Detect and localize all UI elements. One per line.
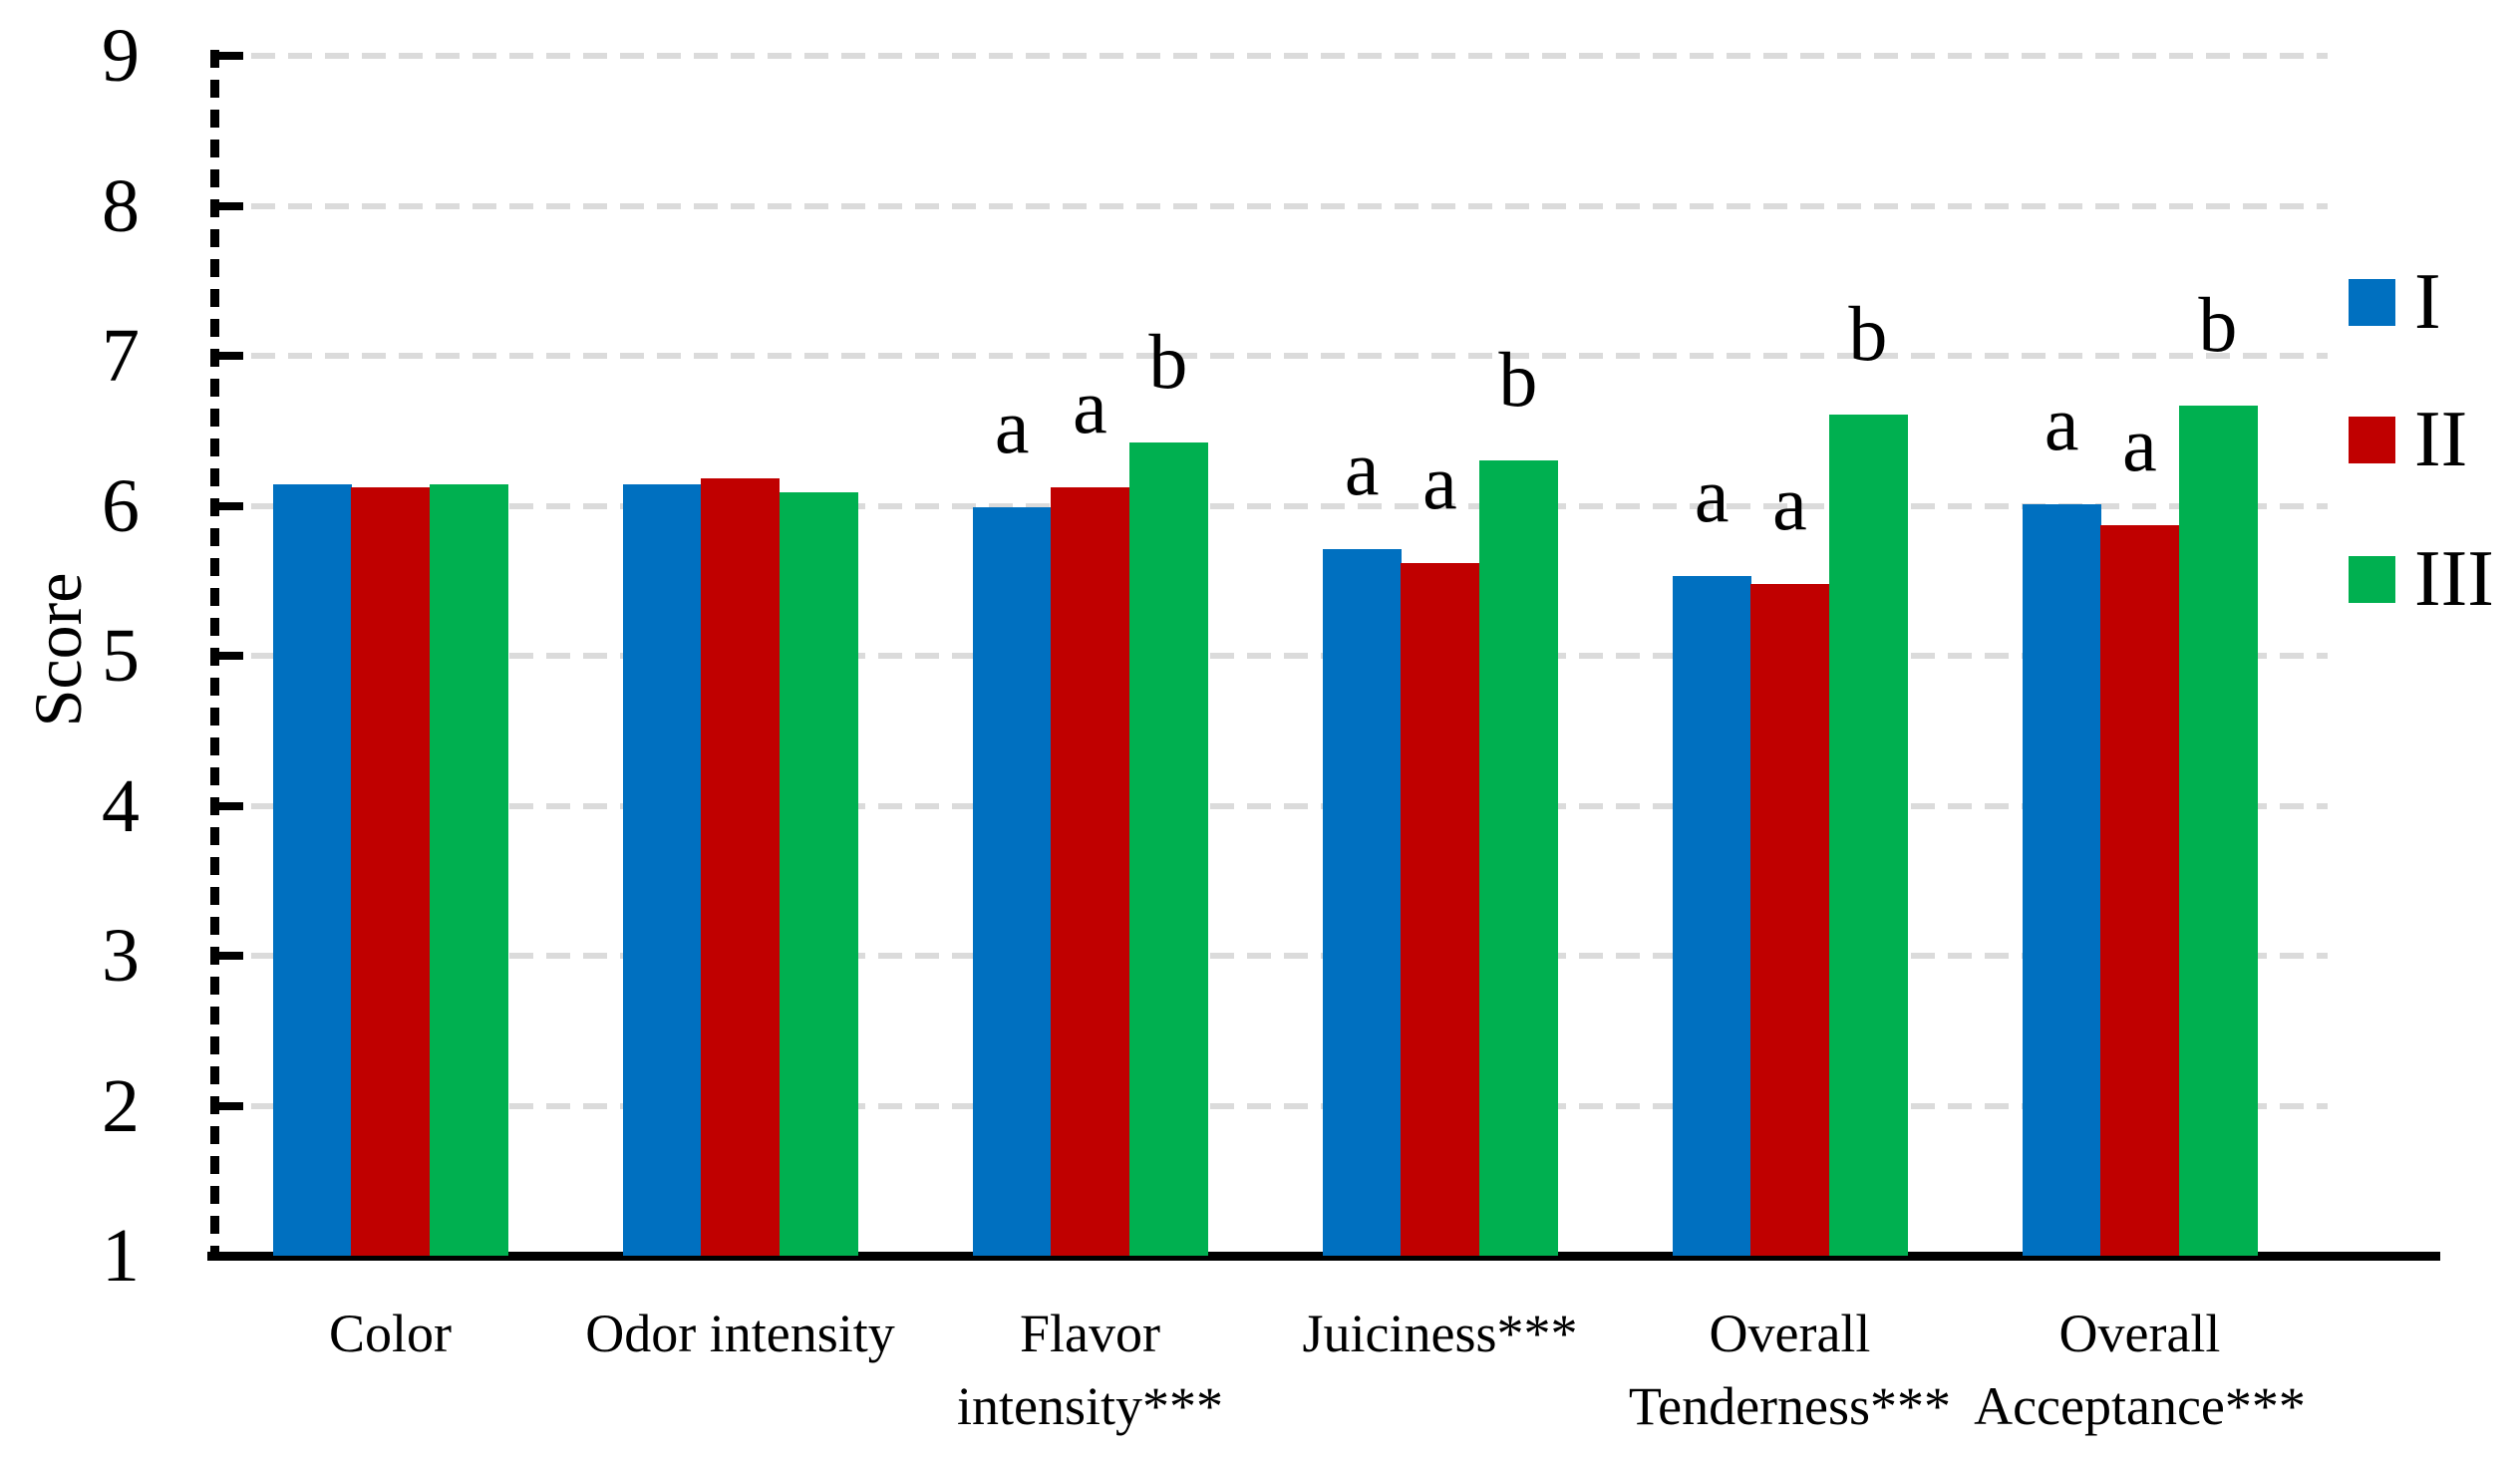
y-tick-7 [214, 352, 243, 360]
bar-II-5 [1750, 583, 1830, 1256]
bar-III-1 [429, 484, 508, 1256]
y-tick-2 [214, 1101, 243, 1110]
x-axis-label-5: Overall Tenderness*** [1595, 1298, 1984, 1443]
x-axis-label-3: Flavor intensity*** [895, 1298, 1284, 1443]
bar-II-6 [2100, 525, 2180, 1256]
x-axis-label-line: Juiciness*** [1302, 1304, 1578, 1363]
legend-swatch-I [2349, 279, 2395, 326]
y-tick-label-4: 4 [102, 763, 140, 848]
gridline-8 [251, 202, 2328, 209]
bar-I-6 [2023, 503, 2102, 1256]
legend-label-II: II [2414, 396, 2468, 483]
sig-letter-I-6: a [2044, 379, 2079, 466]
bar-III-3 [1128, 442, 1208, 1256]
sig-letter-I-3: a [994, 383, 1030, 469]
x-axis-label-line: intensity*** [956, 1376, 1223, 1436]
y-tick-label-6: 6 [102, 463, 140, 548]
sig-letter-III-4: b [1498, 336, 1538, 424]
y-tick-8 [214, 201, 243, 210]
legend-label-I: I [2414, 258, 2441, 346]
bar-I-3 [973, 507, 1053, 1256]
y-tick-4 [214, 801, 243, 810]
bar-I-2 [623, 484, 703, 1256]
sig-letter-II-4: a [1422, 438, 1457, 525]
y-tick-label-2: 2 [102, 1063, 140, 1148]
gridline-7 [251, 353, 2328, 359]
x-axis-label-line: Flavor [1019, 1304, 1160, 1363]
x-axis-label-line: Overall [1709, 1304, 1871, 1363]
gridline-6 [251, 502, 2328, 509]
x-axis-label-1: Color [195, 1298, 584, 1370]
y-tick-6 [214, 501, 243, 510]
bar-II-4 [1401, 562, 1480, 1256]
legend-label-III: III [2414, 535, 2494, 623]
x-axis-label-line: Acceptance*** [1974, 1376, 2306, 1436]
y-tick-5 [214, 652, 243, 660]
y-axis-line [210, 50, 219, 1260]
sig-letter-II-5: a [1772, 458, 1807, 546]
bar-II-2 [701, 478, 781, 1256]
legend-swatch-II [2349, 417, 2395, 463]
sig-letter-II-6: a [2122, 401, 2157, 488]
y-tick-9 [214, 52, 243, 60]
y-tick-label-1: 1 [102, 1214, 140, 1298]
bar-III-2 [779, 491, 858, 1256]
bar-III-6 [2178, 405, 2258, 1256]
y-tick-label-5: 5 [102, 614, 140, 698]
y-tick-label-3: 3 [102, 914, 140, 998]
x-axis-label-line: Overall [2058, 1304, 2221, 1363]
x-axis-label-line: Color [328, 1304, 452, 1363]
legend-swatch-III [2349, 556, 2395, 603]
sig-letter-III-5: b [1848, 289, 1888, 377]
sig-letter-I-4: a [1344, 425, 1380, 512]
x-axis-line [207, 1252, 2440, 1261]
bar-III-4 [1478, 460, 1558, 1256]
gridline-2 [251, 1102, 2328, 1109]
x-axis-label-4: Juiciness*** [1245, 1298, 1634, 1370]
gridline-9 [251, 53, 2328, 59]
bar-II-1 [351, 487, 431, 1256]
gridline-5 [251, 653, 2328, 659]
sig-letter-III-6: b [2198, 280, 2238, 368]
sig-letter-III-3: b [1148, 318, 1188, 406]
bar-I-4 [1323, 549, 1403, 1256]
y-tick-label-8: 8 [102, 163, 140, 248]
x-axis-label-line: Tenderness*** [1628, 1376, 1952, 1436]
y-tick-label-9: 9 [102, 14, 140, 98]
x-axis-label-2: Odor intensity [545, 1298, 934, 1370]
x-axis-label-line: Odor intensity [585, 1304, 895, 1363]
bar-I-5 [1673, 576, 1752, 1256]
gridline-3 [251, 953, 2328, 959]
bar-III-5 [1828, 414, 1908, 1256]
gridline-4 [251, 802, 2328, 809]
bar-II-3 [1051, 487, 1130, 1256]
y-tick-label-7: 7 [102, 314, 140, 398]
sig-letter-I-5: a [1694, 451, 1730, 539]
x-axis-label-6: Overall Acceptance*** [1945, 1298, 2334, 1443]
bar-I-1 [273, 484, 353, 1256]
sig-letter-II-3: a [1073, 363, 1107, 450]
y-tick-3 [214, 952, 243, 960]
